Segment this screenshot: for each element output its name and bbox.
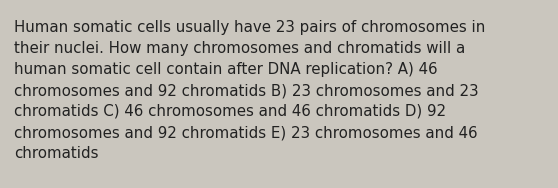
Text: their nuclei. How many chromosomes and chromatids will a: their nuclei. How many chromosomes and c… — [14, 41, 465, 56]
Text: chromatids: chromatids — [14, 146, 99, 161]
Text: chromatids C) 46 chromosomes and 46 chromatids D) 92: chromatids C) 46 chromosomes and 46 chro… — [14, 104, 446, 119]
Text: chromosomes and 92 chromatids E) 23 chromosomes and 46: chromosomes and 92 chromatids E) 23 chro… — [14, 125, 478, 140]
Text: chromosomes and 92 chromatids B) 23 chromosomes and 23: chromosomes and 92 chromatids B) 23 chro… — [14, 83, 479, 98]
Text: human somatic cell contain after DNA replication? A) 46: human somatic cell contain after DNA rep… — [14, 62, 437, 77]
Text: Human somatic cells usually have 23 pairs of chromosomes in: Human somatic cells usually have 23 pair… — [14, 20, 485, 35]
